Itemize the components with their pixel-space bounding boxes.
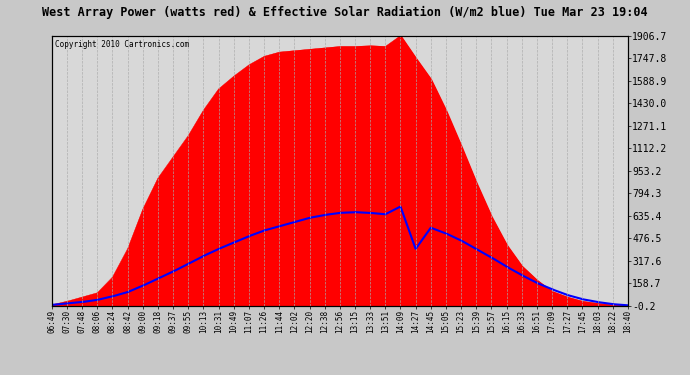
Text: West Array Power (watts red) & Effective Solar Radiation (W/m2 blue) Tue Mar 23 : West Array Power (watts red) & Effective… (42, 6, 648, 19)
Text: Copyright 2010 Cartronics.com: Copyright 2010 Cartronics.com (55, 40, 189, 49)
